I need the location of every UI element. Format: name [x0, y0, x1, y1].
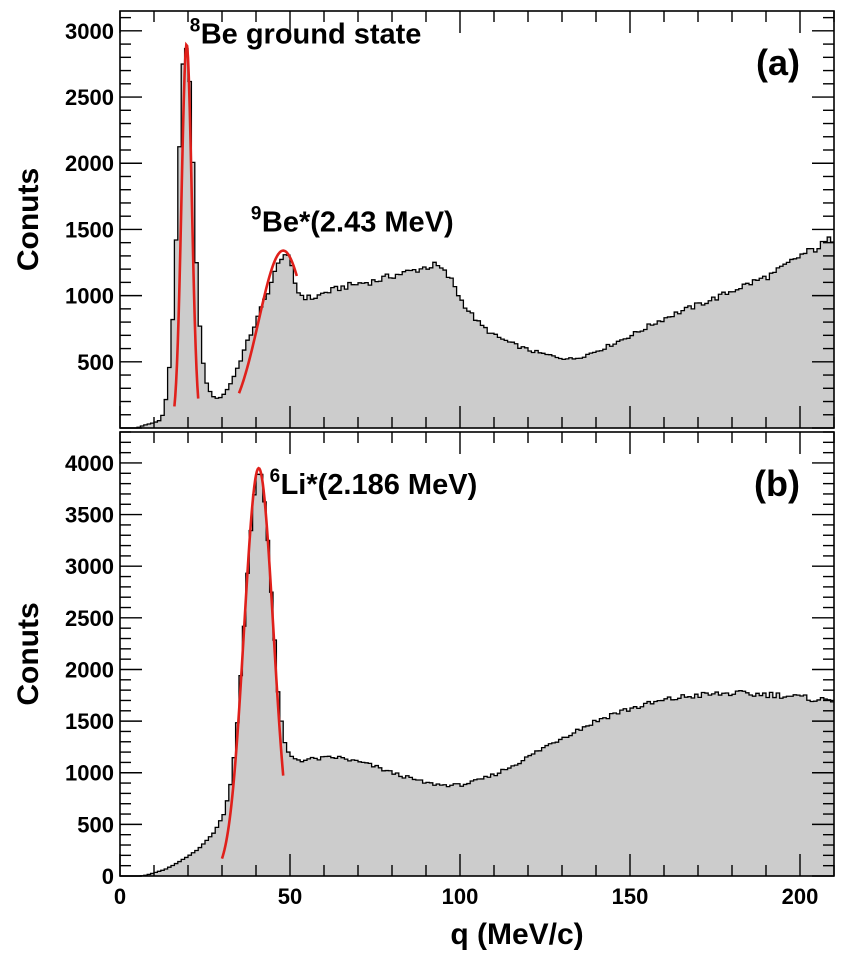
x-tick-label: 200: [782, 884, 819, 909]
y-tick-label: 1000: [65, 761, 114, 786]
y-tick-label: 3000: [65, 19, 114, 44]
y-tick-label: 2000: [65, 151, 114, 176]
histogram-fill: [120, 48, 834, 428]
y-tick-label: 0: [102, 864, 114, 889]
y-tick-label: 1500: [65, 709, 114, 734]
y-tick-label: 2000: [65, 657, 114, 682]
panel-a: 500 1000 1500 2000 2500 3000 Conuts 8 Be ground …: [12, 10, 835, 429]
histogram-fill: [120, 474, 834, 876]
x-tick-label: 150: [612, 884, 649, 909]
y-tick-label: 4000: [65, 451, 114, 476]
fit-curve-1: [173, 41, 200, 407]
panel-b: 0 500 1000 1500 2000 2500 3000 3500 4000 0 50 100 15…: [12, 431, 835, 951]
y-axis-title: Conuts: [12, 168, 45, 271]
annotation-1: 6 Li*(2.186 MeV): [270, 466, 478, 501]
y-tick-label: 2500: [65, 606, 114, 631]
annotation-superscript: 9: [251, 203, 262, 224]
y-tick-label: 1000: [65, 284, 114, 309]
annotation-2: 9 Be*(2.43 MeV): [251, 203, 454, 238]
y-tick-label: 3000: [65, 554, 114, 579]
histogram-outline: [120, 473, 834, 877]
panel-label: (b): [754, 463, 800, 504]
y-tick-label: 2500: [65, 85, 114, 110]
y-tick-label: 3500: [65, 503, 114, 528]
annotation-text: Be ground state: [201, 18, 422, 50]
annotation-superscript: 6: [270, 466, 281, 487]
annotation-text: Li*(2.186 MeV): [281, 469, 478, 501]
plot-frame: [119, 431, 835, 877]
fit-curve-1: [220, 466, 285, 859]
y-tick-label: 500: [77, 350, 114, 375]
y-tick-label: 1500: [65, 217, 114, 242]
y-axis-title: Conuts: [12, 602, 45, 705]
x-axis-title: q (MeV/c): [450, 918, 583, 951]
fit-curve-2: [237, 249, 299, 394]
plot-frame: [119, 10, 835, 429]
x-tick-label: 0: [114, 884, 126, 909]
histogram-outline: [120, 47, 834, 429]
panel-label: (a): [756, 42, 800, 83]
annotation-text: Be*(2.43 MeV): [262, 206, 454, 238]
y-tick-label: 500: [77, 812, 114, 837]
annotation-superscript: 8: [190, 15, 201, 36]
x-tick-label: 100: [442, 884, 479, 909]
x-tick-label: 50: [278, 884, 302, 909]
annotation-1: 8 Be ground state: [190, 15, 422, 50]
